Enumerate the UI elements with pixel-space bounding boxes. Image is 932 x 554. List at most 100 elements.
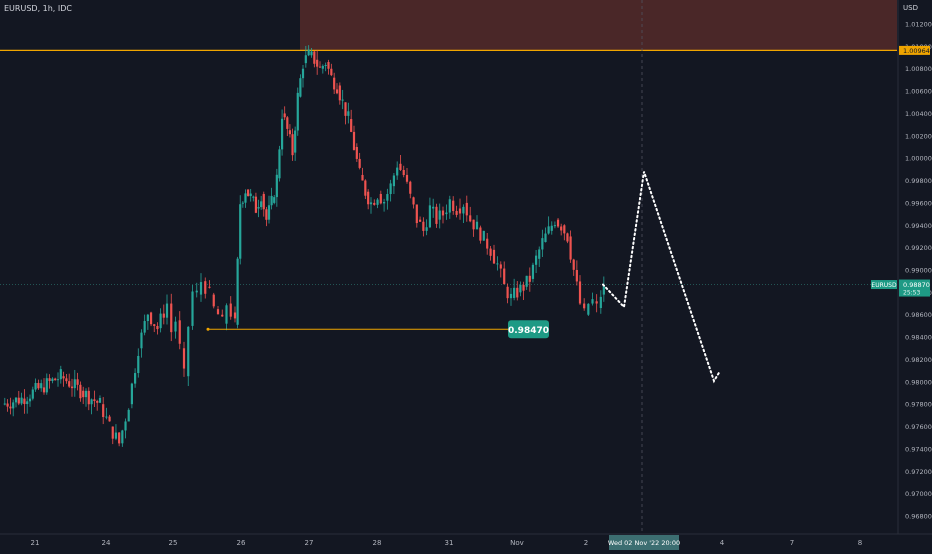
candle-body xyxy=(221,314,224,317)
symbol-tag xyxy=(871,280,897,290)
candle-body xyxy=(301,68,305,79)
candle-body xyxy=(499,264,502,269)
candle-body xyxy=(445,212,448,215)
y-tick-label: 1.00800 xyxy=(905,65,932,73)
candle-body xyxy=(587,303,590,315)
candle-body xyxy=(137,355,140,374)
candle-body xyxy=(352,131,356,150)
candle-body xyxy=(296,92,299,131)
candle-body xyxy=(96,401,99,403)
candle-body xyxy=(23,398,26,405)
candle-body xyxy=(212,294,215,307)
candle-body xyxy=(327,62,330,69)
candle-body xyxy=(572,259,575,270)
projection-path xyxy=(602,171,721,384)
candle-body xyxy=(6,403,9,407)
crosshair-date-text: Wed 02 Nov '22 20:00 xyxy=(608,539,680,547)
x-tick-label: 2 xyxy=(584,539,588,547)
candle-body xyxy=(249,193,252,197)
candle-body xyxy=(65,378,68,382)
candle-body xyxy=(216,309,220,315)
candle-body xyxy=(265,209,268,220)
y-tick-label: 0.97400 xyxy=(905,445,932,453)
y-tick-label: 0.99200 xyxy=(905,244,932,252)
candle-body xyxy=(563,225,566,234)
candle-body xyxy=(324,65,327,67)
candle-body xyxy=(482,230,485,241)
candle-body xyxy=(522,284,525,291)
candle-body xyxy=(310,51,313,56)
y-tick-label: 0.98200 xyxy=(905,356,932,364)
resistance-zone xyxy=(300,0,897,51)
candle-body xyxy=(45,378,48,393)
candle-body xyxy=(479,227,482,241)
candle-body xyxy=(458,208,462,214)
candle-body xyxy=(448,199,451,213)
candle-body xyxy=(389,183,392,195)
y-tick-label: 0.98600 xyxy=(905,311,932,319)
candle-body xyxy=(40,383,43,389)
candle-body xyxy=(486,238,489,249)
candle-body xyxy=(569,236,572,260)
candle-body xyxy=(392,175,396,187)
candle-body xyxy=(550,225,553,231)
y-tick-label: 0.97000 xyxy=(905,490,932,498)
candle-body xyxy=(56,379,60,381)
candle-body xyxy=(17,397,20,404)
candle-body xyxy=(51,378,54,382)
candle-body xyxy=(541,238,544,250)
candle-body xyxy=(350,119,353,132)
candle-body xyxy=(79,384,82,399)
symbol-tag-text: EURUSD xyxy=(871,282,897,289)
candle-body xyxy=(191,291,194,326)
candle-body xyxy=(509,293,513,299)
candle-body xyxy=(233,312,237,319)
candle-body xyxy=(492,249,496,264)
candle-body xyxy=(84,390,88,398)
support-label-box xyxy=(508,320,549,339)
candle-body xyxy=(355,147,358,159)
candle-body xyxy=(307,49,310,56)
candle-body xyxy=(469,215,472,222)
candle-body xyxy=(364,180,367,196)
candle-body xyxy=(170,303,173,333)
candle-body xyxy=(54,378,57,381)
candle-body xyxy=(441,210,445,216)
candle-body xyxy=(68,381,71,387)
candle-body xyxy=(241,202,244,204)
y-tick-label: 1.00600 xyxy=(905,88,932,96)
candle-body xyxy=(12,402,15,409)
candle-body xyxy=(278,149,281,179)
candle-body xyxy=(528,275,531,282)
candle-body xyxy=(3,403,6,405)
resistance-price-tag xyxy=(899,45,930,55)
candle-body xyxy=(475,221,479,230)
candle-body xyxy=(432,206,435,209)
candle-body xyxy=(239,204,242,259)
candle-body xyxy=(124,421,127,431)
candle-body xyxy=(165,303,169,318)
y-tick-label: 0.99600 xyxy=(905,199,932,207)
candle-body xyxy=(149,312,153,325)
candle-body xyxy=(465,202,468,216)
candle-body xyxy=(560,226,563,231)
candle-body xyxy=(341,99,344,101)
candle-body xyxy=(513,287,516,298)
candle-body xyxy=(76,379,79,385)
candle-body xyxy=(14,397,18,403)
candle-body xyxy=(369,202,373,205)
candle-body xyxy=(153,324,156,326)
candle-body xyxy=(244,193,247,203)
y-tick-label: 0.98000 xyxy=(905,378,932,386)
candle-body xyxy=(591,299,594,304)
candle-body xyxy=(316,59,319,67)
candle-body xyxy=(291,134,294,156)
candle-body xyxy=(338,85,341,101)
candle-body xyxy=(82,390,85,398)
candle-body xyxy=(127,409,130,422)
candle-body xyxy=(59,369,62,380)
candle-body xyxy=(396,167,399,176)
candle-body xyxy=(313,51,316,64)
